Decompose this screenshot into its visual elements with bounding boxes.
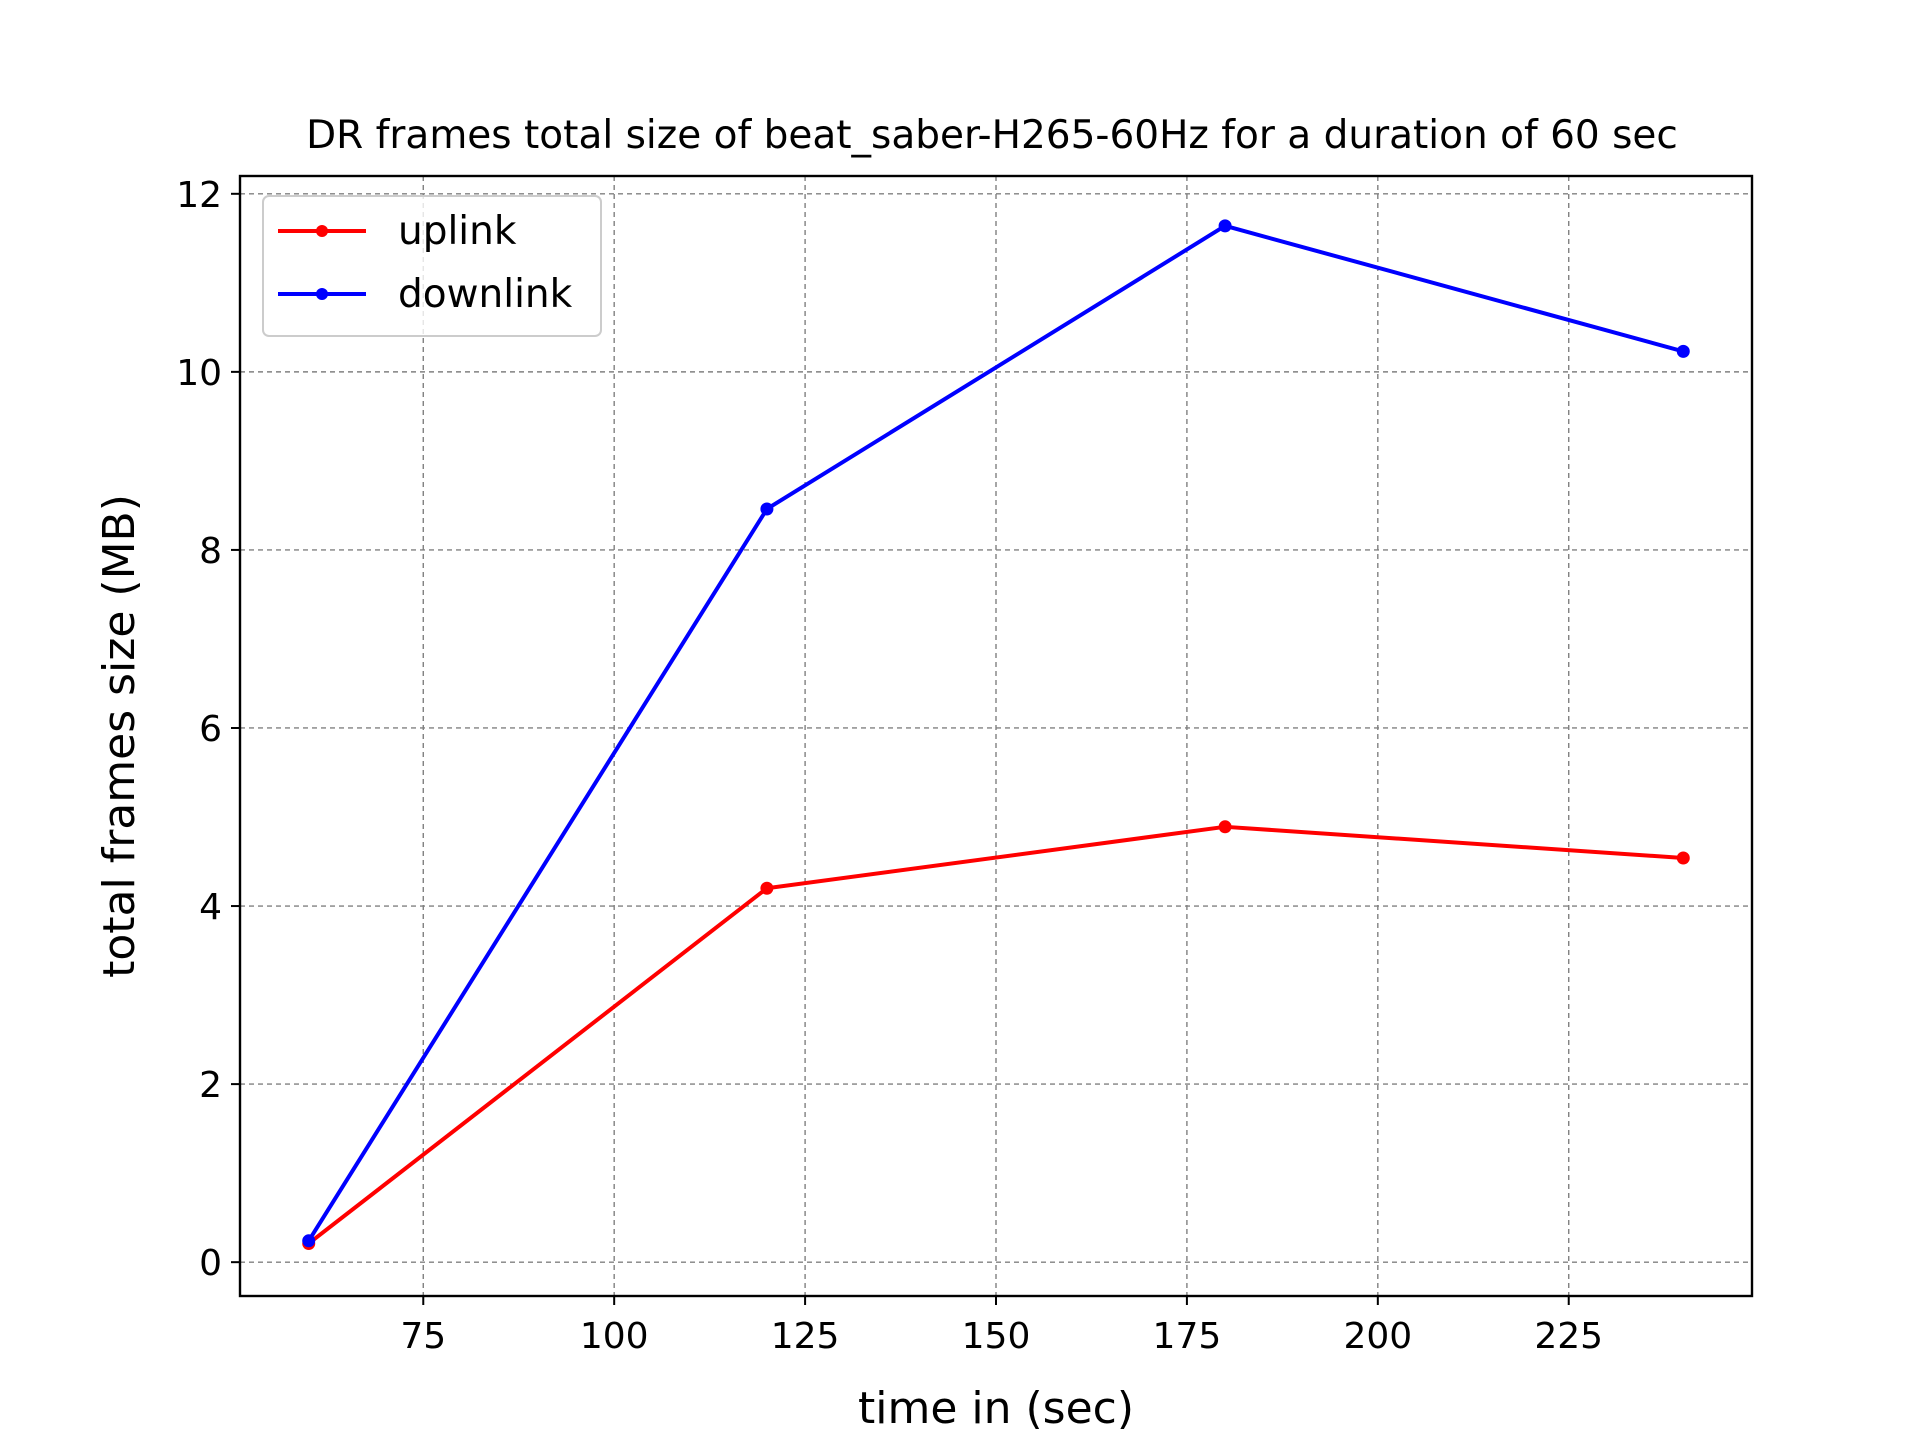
data-point-downlink [760,502,774,516]
data-point-downlink [1218,219,1232,233]
y-axis-label: total frames size (MB) [94,494,145,978]
data-point-downlink [1676,344,1690,358]
x-axis-label: time in (sec) [858,1383,1134,1434]
y-axis-ticks: 0 2 4 6 8 10 12 [176,175,240,1284]
x-tick-label: 200 [1343,1316,1412,1357]
y-tick-label: 2 [199,1065,222,1106]
x-tick-label: 150 [962,1316,1031,1357]
y-tick-label: 8 [199,531,222,572]
legend-uplink-marker [316,225,328,237]
data-point-uplink [1218,820,1232,834]
y-tick-label: 0 [199,1243,222,1284]
series-layer [302,219,1690,1250]
y-tick-label: 10 [176,353,222,394]
y-tick-label: 6 [199,709,222,750]
y-tick-label: 4 [199,887,222,928]
x-tick-label: 100 [580,1316,649,1357]
series-line-downlink [307,223,1684,1242]
y-tick-label: 12 [176,175,222,216]
series-line-uplink [307,824,1684,1246]
legend-uplink-label: uplink [398,209,517,254]
x-tick-label: 125 [771,1316,840,1357]
data-point-uplink [760,881,774,895]
legend: uplink downlink [262,195,602,337]
x-axis-ticks: 75 100 125 150 175 200 225 [400,1296,1603,1357]
grid-lines [240,176,1752,1296]
x-tick-label: 75 [400,1316,446,1357]
x-tick-label: 175 [1153,1316,1222,1357]
x-tick-label: 225 [1534,1316,1603,1357]
data-point-downlink [302,1234,316,1248]
data-point-uplink [1676,851,1690,865]
legend-downlink-marker [316,288,328,300]
legend-downlink-label: downlink [398,272,573,317]
chart-title: DR frames total size of beat_saber-H265-… [306,113,1678,158]
